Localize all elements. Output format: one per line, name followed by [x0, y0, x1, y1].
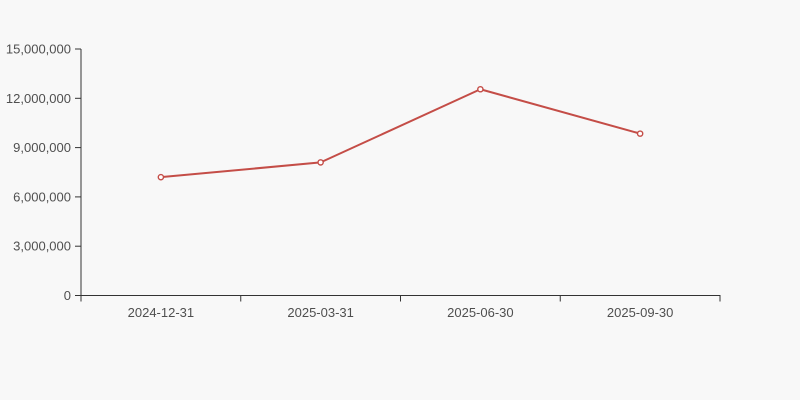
- y-axis-label: 3,000,000: [13, 239, 71, 254]
- y-axis-label: 6,000,000: [13, 189, 71, 204]
- x-axis-label: 2025-06-30: [447, 305, 514, 320]
- x-axis-label: 2025-09-30: [607, 305, 674, 320]
- y-axis-label: 12,000,000: [6, 91, 71, 106]
- y-axis-label: 15,000,000: [6, 42, 71, 57]
- series-line: [159, 88, 642, 179]
- data-point-marker: [477, 85, 484, 93]
- data-point-marker: [317, 159, 324, 166]
- y-axis-label: 9,000,000: [13, 140, 71, 155]
- data-point-marker: [636, 130, 644, 137]
- x-axis-label: 2025-03-31: [287, 305, 354, 320]
- y-axis-label: 0: [64, 288, 71, 303]
- data-point-marker: [157, 173, 165, 181]
- x-axis-label: 2024-12-31: [128, 305, 195, 320]
